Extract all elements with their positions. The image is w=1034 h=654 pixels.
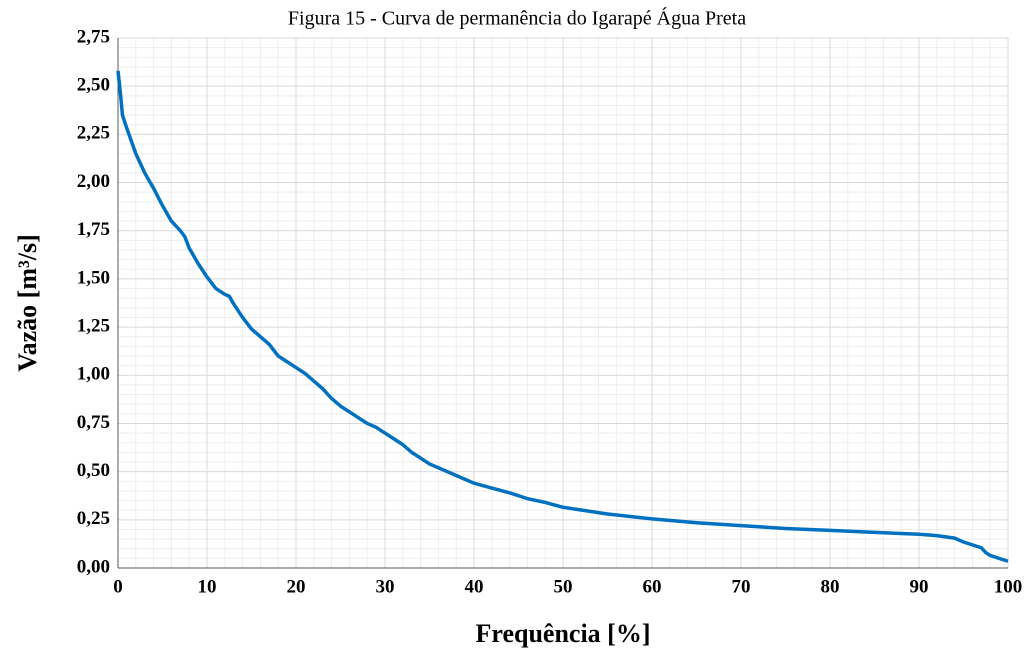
y-tick-label: 1,75 bbox=[77, 219, 110, 240]
x-tick-label: 10 bbox=[198, 576, 217, 597]
x-tick-label: 20 bbox=[287, 576, 306, 597]
x-tick-label: 0 bbox=[113, 576, 123, 597]
x-tick-label: 50 bbox=[554, 576, 573, 597]
x-tick-label: 30 bbox=[376, 576, 395, 597]
y-tick-label: 0,00 bbox=[77, 556, 110, 577]
y-tick-label: 2,50 bbox=[77, 75, 110, 96]
y-tick-label: 0,50 bbox=[77, 460, 110, 481]
x-tick-label: 80 bbox=[821, 576, 840, 597]
y-tick-label: 1,50 bbox=[77, 267, 110, 288]
x-axis-label: Frequência [%] bbox=[476, 619, 651, 648]
y-tick-label: 2,75 bbox=[77, 26, 110, 47]
y-tick-label: 0,25 bbox=[77, 508, 110, 529]
y-tick-label: 0,75 bbox=[77, 412, 110, 433]
y-tick-label: 1,00 bbox=[77, 364, 110, 385]
y-tick-label: 2,00 bbox=[77, 171, 110, 192]
y-tick-label: 2,25 bbox=[77, 123, 110, 144]
y-tick-label: 1,25 bbox=[77, 315, 110, 336]
x-tick-label: 60 bbox=[643, 576, 662, 597]
x-tick-label: 100 bbox=[994, 576, 1023, 597]
chart-title: Figura 15 - Curva de permanência do Igar… bbox=[288, 7, 746, 30]
x-tick-label: 70 bbox=[732, 576, 751, 597]
x-tick-label: 40 bbox=[465, 576, 484, 597]
y-axis-label: Vazão [m³/s] bbox=[13, 234, 42, 372]
x-tick-label: 90 bbox=[910, 576, 929, 597]
line bbox=[116, 70, 1009, 563]
